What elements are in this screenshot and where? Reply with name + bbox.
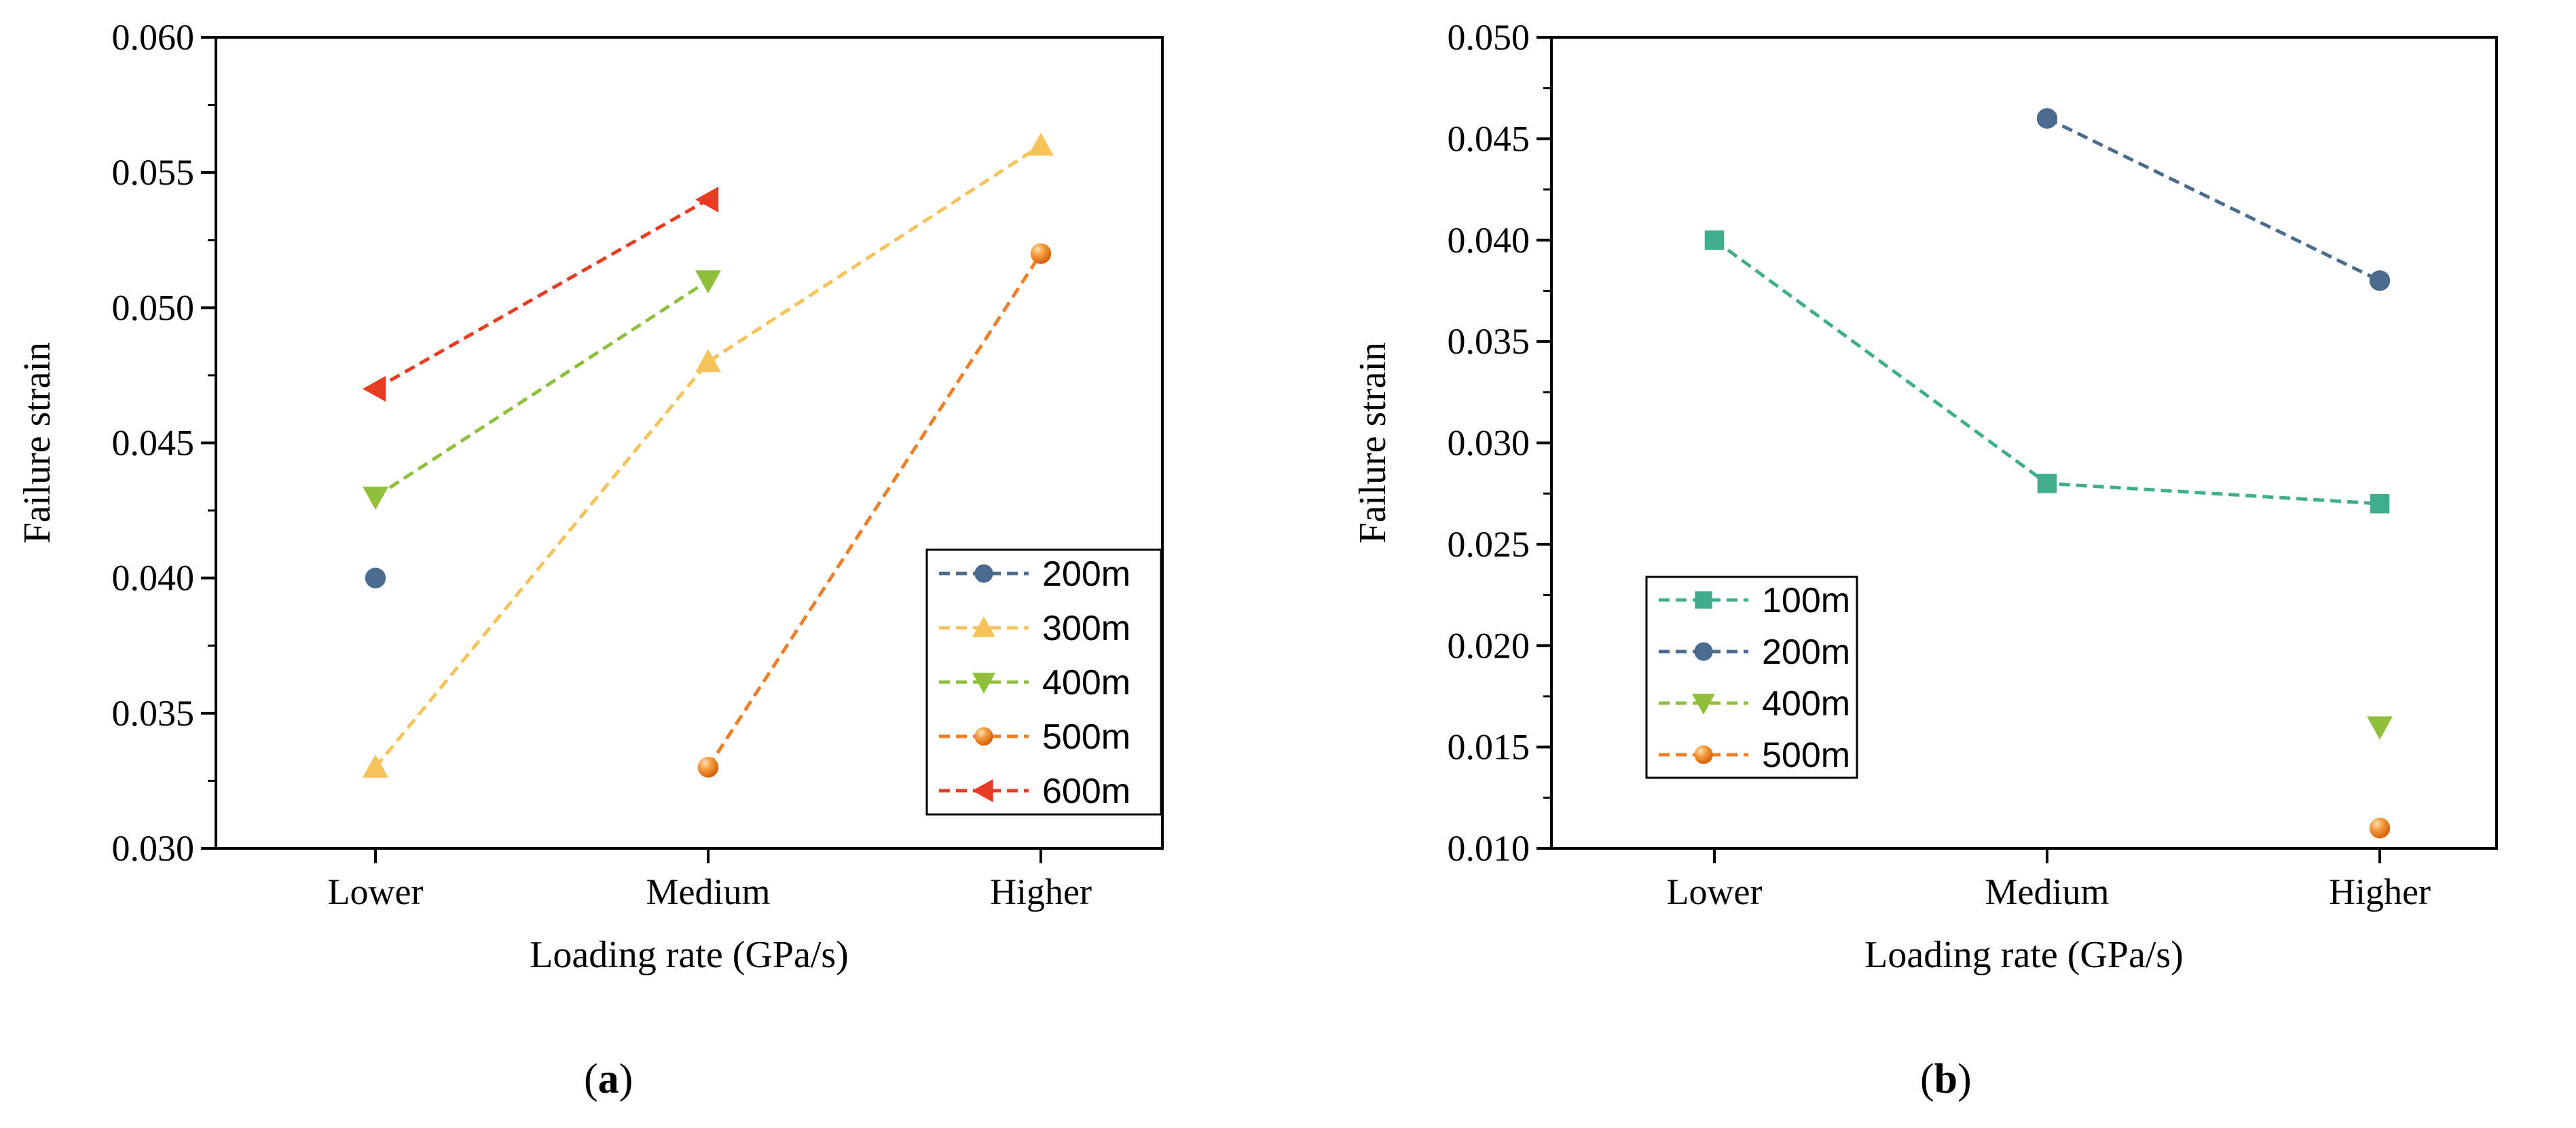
legend-label-300m: 300m xyxy=(1042,609,1130,648)
data-point-400m xyxy=(363,486,388,510)
series-line-200m xyxy=(2046,117,2381,282)
legend-marker-300m xyxy=(972,616,995,637)
y-tick-label: 0.035 xyxy=(1448,321,1530,362)
data-point-100m xyxy=(2037,474,2057,493)
x-tick-label: Higher xyxy=(2329,871,2431,912)
x-tick-label: Higher xyxy=(990,871,1092,912)
data-point-400m xyxy=(695,270,721,294)
x-tick-label: Medium xyxy=(1985,871,2110,912)
y-tick-label: 0.020 xyxy=(1448,625,1530,666)
data-point-300m xyxy=(695,349,721,373)
series-line-300m xyxy=(374,144,1042,769)
legend-label-600m: 600m xyxy=(1042,772,1130,811)
x-axis-label: Loading rate (GPa/s) xyxy=(1864,934,2184,976)
legend-marker-600m xyxy=(972,779,993,802)
legend-label-400m: 400m xyxy=(1762,684,1850,723)
x-tick-label: Lower xyxy=(1667,871,1763,912)
legend-marker-500m xyxy=(1694,745,1713,764)
legend-marker-200m xyxy=(974,564,993,583)
data-point-500m xyxy=(2369,817,2391,839)
x-tick-label: Medium xyxy=(646,871,771,912)
y-tick-label: 0.015 xyxy=(1448,727,1530,768)
y-tick-label: 0.025 xyxy=(1448,524,1530,565)
data-point-100m xyxy=(2370,493,2390,514)
y-tick-label: 0.050 xyxy=(1448,17,1530,58)
legend-marker-200m xyxy=(1694,642,1713,661)
data-point-300m xyxy=(363,754,388,778)
y-tick-label: 0.040 xyxy=(112,558,195,599)
x-axis-label: Loading rate (GPa/s) xyxy=(530,934,849,976)
data-point-400m xyxy=(2367,716,2393,740)
data-point-500m xyxy=(697,757,719,778)
data-point-200m xyxy=(365,567,386,588)
data-point-300m xyxy=(1028,132,1054,156)
legend-marker-400m xyxy=(972,673,995,694)
legend-label-200m: 200m xyxy=(1762,633,1850,672)
data-point-600m xyxy=(695,187,719,212)
y-tick-label: 0.040 xyxy=(1448,220,1530,261)
legend-label-100m: 100m xyxy=(1762,581,1850,620)
legend-marker-400m xyxy=(1692,694,1715,715)
y-tick-label: 0.035 xyxy=(112,693,195,734)
panel-label-a: (a) xyxy=(584,1056,633,1102)
legend-marker-500m xyxy=(974,727,993,746)
legend-label-400m: 400m xyxy=(1042,663,1130,702)
data-point-200m xyxy=(2036,108,2058,129)
y-tick-label: 0.050 xyxy=(112,287,195,328)
legend-marker-100m xyxy=(1695,591,1712,609)
y-tick-label: 0.030 xyxy=(1448,423,1530,464)
data-point-100m xyxy=(1704,230,1725,250)
y-tick-label: 0.060 xyxy=(112,17,195,58)
legend-label-200m: 200m xyxy=(1042,554,1130,594)
series-line-600m xyxy=(374,198,710,391)
panel-label-b: (b) xyxy=(1920,1056,1972,1102)
data-point-600m xyxy=(363,375,386,402)
y-tick-label: 0.055 xyxy=(112,152,195,193)
y-tick-label: 0.045 xyxy=(112,423,195,464)
x-tick-label: Lower xyxy=(328,871,424,912)
series-line-400m xyxy=(374,279,710,499)
series-line-500m xyxy=(706,252,1043,768)
series-line-100m xyxy=(1713,238,2380,506)
chart-panel-a: 0.030 0.035 0.040 0.045 0.050 0.055 0.060 Lower… xyxy=(16,17,1164,976)
y-axis-label: Failure strain xyxy=(16,342,58,544)
data-point-500m xyxy=(1030,243,1052,264)
y-tick-label: 0.045 xyxy=(1448,118,1530,159)
legend-box xyxy=(1645,576,1858,779)
data-point-200m xyxy=(2369,270,2391,291)
y-axis-label: Failure strain xyxy=(1352,342,1394,544)
legend-label-500m: 500m xyxy=(1762,736,1850,775)
chart-panel-b: 0.010 0.015 0.020 0.025 0.030 0.035 0.040 0.045… xyxy=(1352,17,2498,976)
y-tick-label: 0.030 xyxy=(112,828,195,869)
legend-label-500m: 500m xyxy=(1042,717,1130,757)
y-tick-label: 0.010 xyxy=(1448,828,1530,869)
